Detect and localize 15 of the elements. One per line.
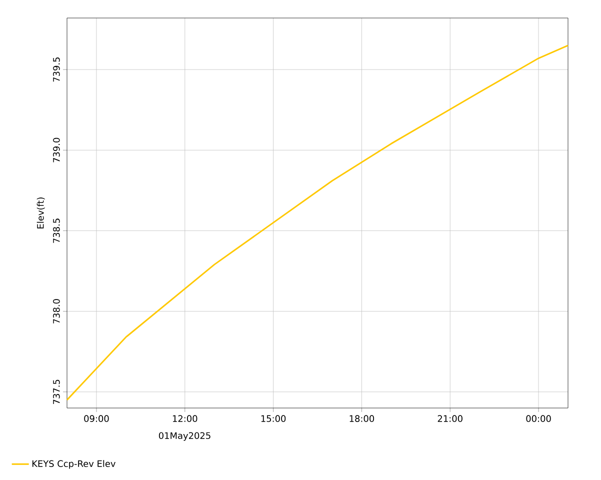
x-tick-label: 12:00 — [172, 415, 198, 422]
y-tick-label: 739.0 — [53, 138, 60, 162]
legend-label: KEYS Ccp-Rev Elev — [32, 460, 116, 469]
y-tick-label: 738.5 — [53, 218, 60, 243]
x-tick-label: 18:00 — [350, 415, 374, 422]
line-series — [66, 44, 569, 401]
y-tick-label: 738.0 — [53, 299, 60, 324]
x-tick-label: 21:00 — [438, 415, 462, 422]
x-tick-label: 15:00 — [261, 415, 286, 422]
y-tick-label: 739.5 — [53, 58, 60, 82]
text: 01May2025 — [158, 432, 210, 441]
x-tick-label: 09:00 — [84, 415, 109, 422]
x-tick-label: 00:00 — [526, 415, 551, 422]
y-tick-label: 737.5 — [53, 380, 60, 404]
y-axis-title: Elev(ft) — [36, 198, 45, 228]
